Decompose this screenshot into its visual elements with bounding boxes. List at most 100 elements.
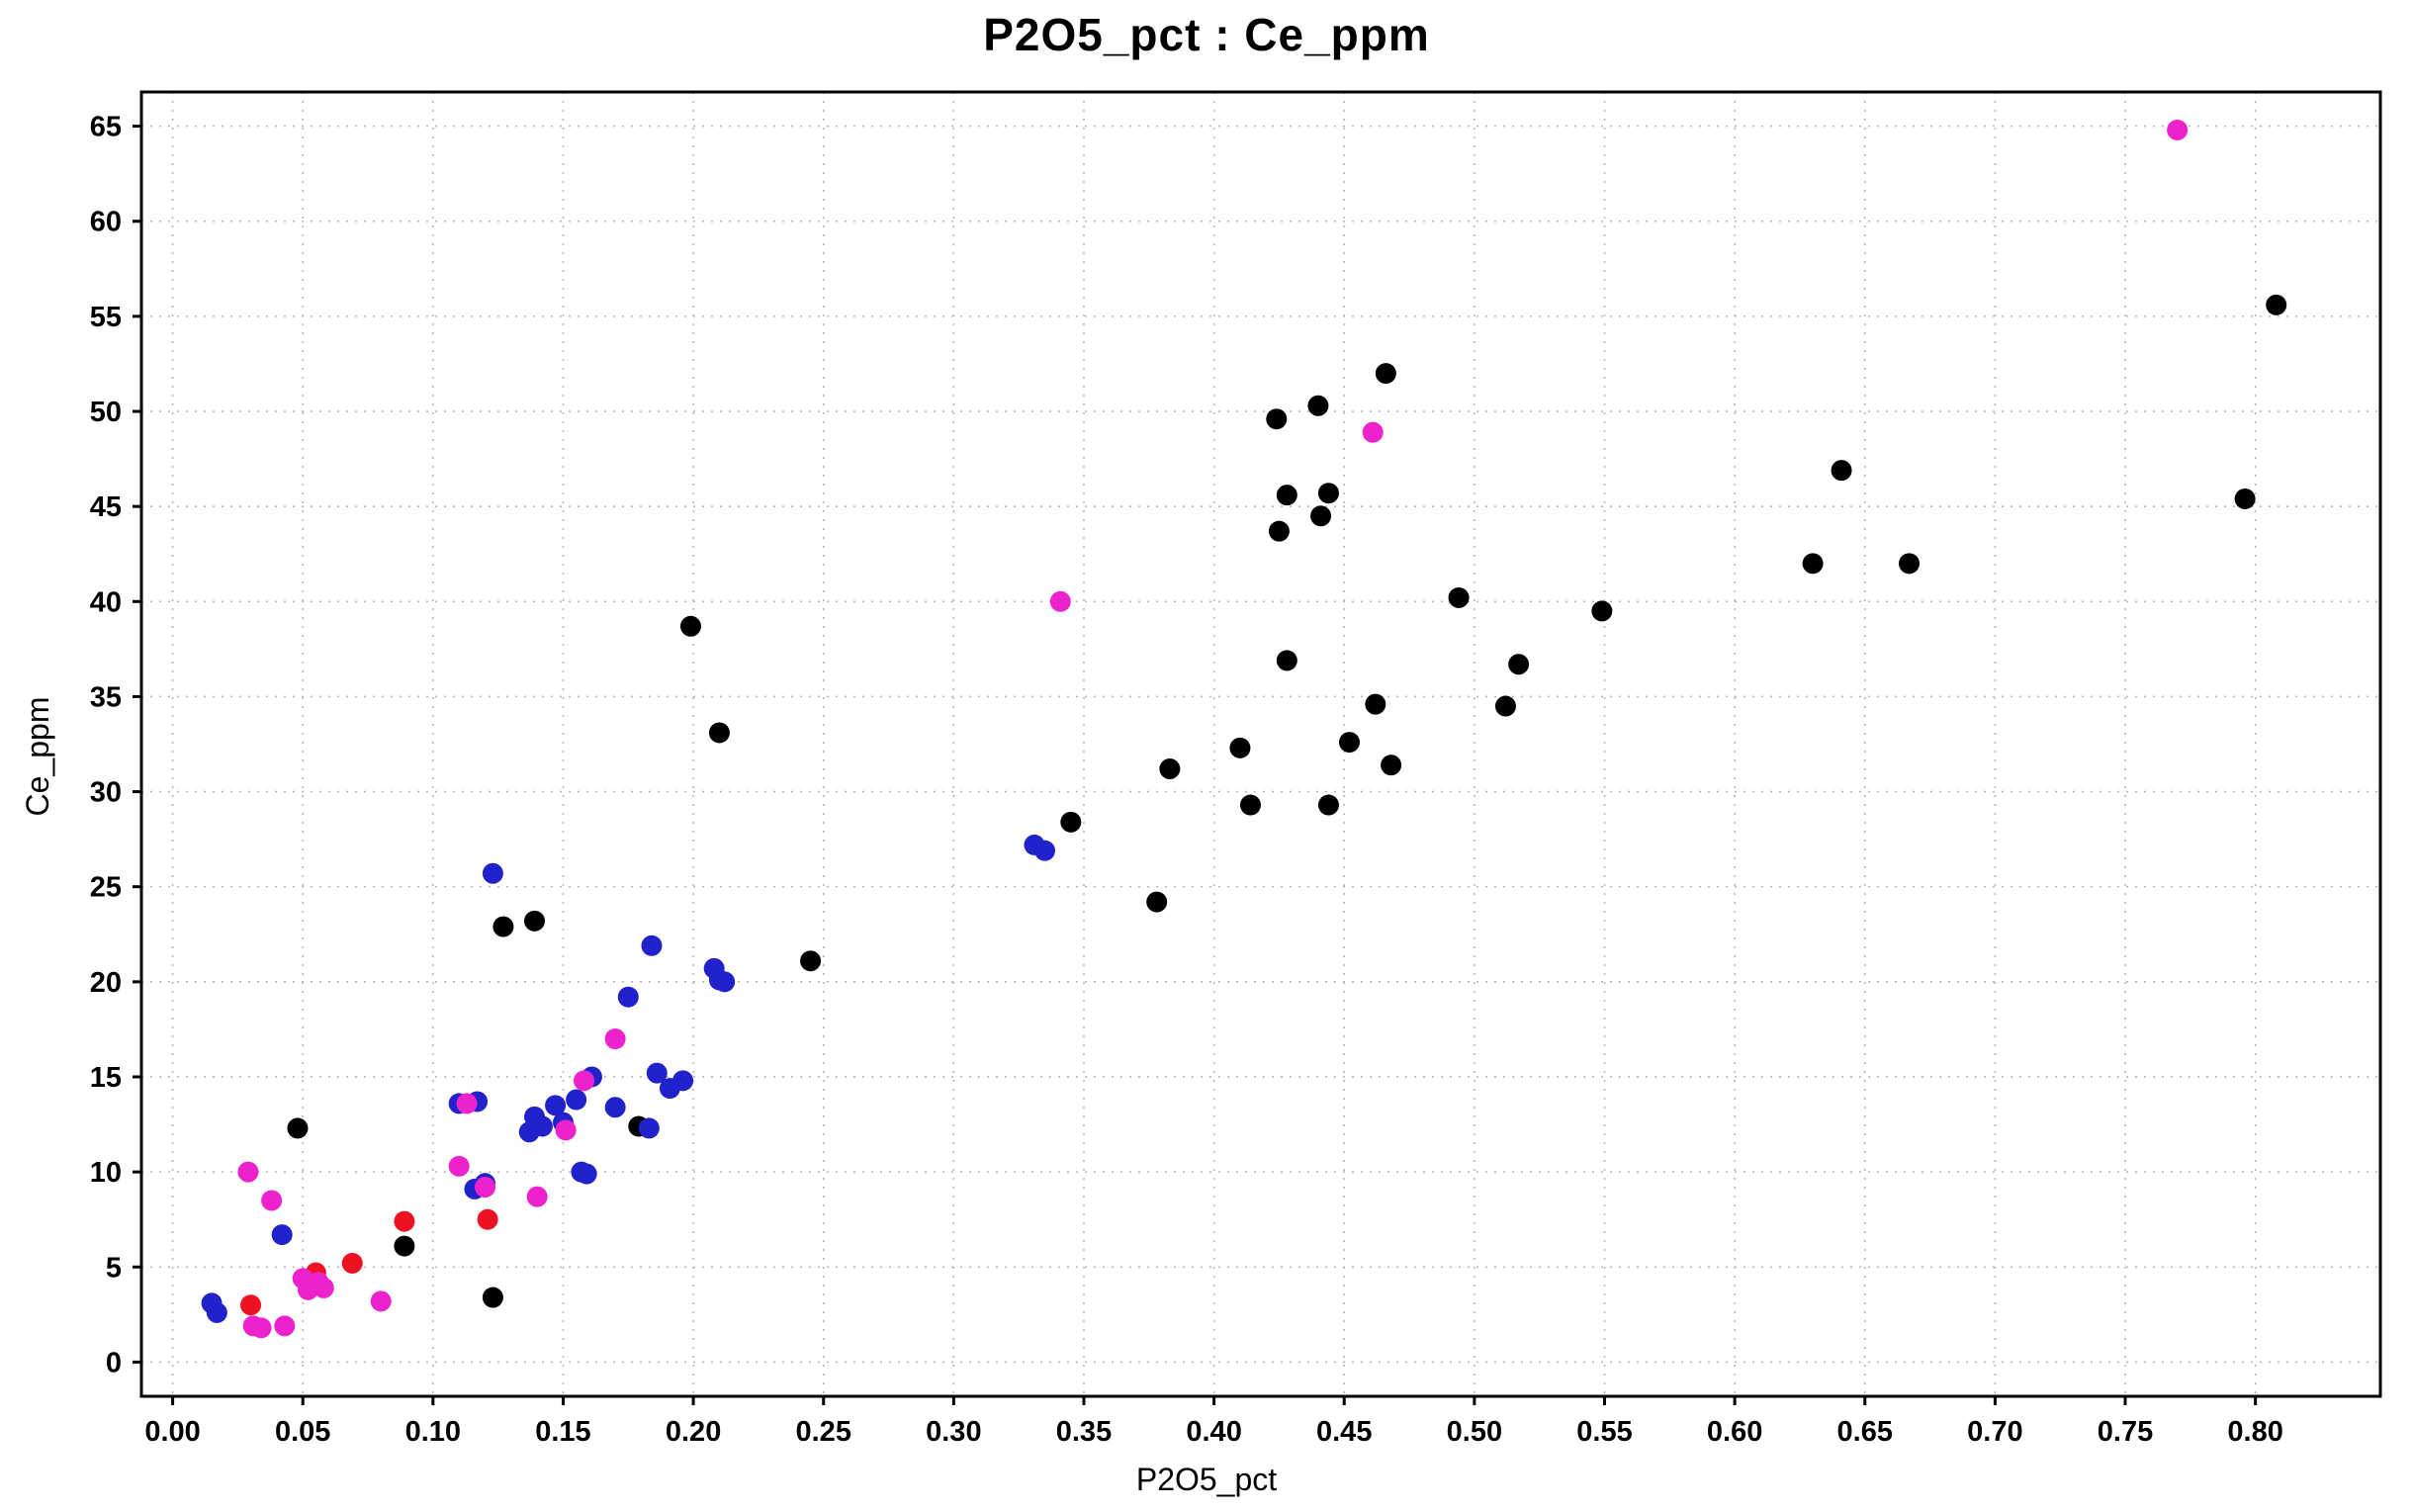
data-point — [474, 1176, 495, 1198]
x-tick-label: 0.75 — [2098, 1416, 2153, 1448]
data-point — [237, 1161, 259, 1183]
data-point — [482, 1287, 503, 1308]
data-point — [576, 1163, 597, 1185]
data-point — [1310, 505, 1332, 527]
data-point — [313, 1277, 334, 1298]
gridlines — [141, 92, 2380, 1396]
x-tick-label: 0.20 — [666, 1416, 721, 1448]
x-axis-label: P2O5_pct — [1135, 1462, 1278, 1497]
data-point — [1831, 460, 1852, 482]
data-point — [1317, 483, 1339, 504]
data-point — [1591, 600, 1613, 622]
data-point — [641, 934, 663, 956]
data-point — [394, 1210, 415, 1232]
data-point — [679, 615, 701, 637]
y-tick-label: 45 — [90, 491, 122, 523]
data-point — [2167, 119, 2189, 140]
data-point — [617, 986, 639, 1008]
data-point — [1375, 363, 1396, 385]
data-point — [477, 1208, 498, 1230]
data-point — [341, 1252, 363, 1274]
data-point — [1229, 737, 1251, 758]
x-tick-label: 0.00 — [144, 1416, 200, 1448]
data-point — [526, 1186, 548, 1207]
x-tick-label: 0.60 — [1707, 1416, 1762, 1448]
data-point — [646, 1062, 668, 1084]
data-point — [555, 1119, 577, 1141]
y-tick-label: 40 — [90, 586, 122, 618]
data-point — [800, 950, 822, 972]
series-blue — [201, 834, 1055, 1323]
x-tick-label: 0.25 — [796, 1416, 851, 1448]
plot-frame — [139, 90, 2382, 1398]
x-tick-label: 0.10 — [405, 1416, 461, 1448]
data-point — [1146, 891, 1168, 913]
x-tick-label: 0.55 — [1576, 1416, 1632, 1448]
data-point — [1381, 755, 1402, 776]
x-tick-label: 0.40 — [1186, 1416, 1241, 1448]
y-tick-label: 25 — [90, 872, 122, 904]
x-tick-label: 0.65 — [1837, 1416, 1893, 1448]
data-point — [1448, 586, 1470, 608]
data-point — [672, 1070, 694, 1092]
data-point — [638, 1117, 660, 1139]
data-point — [456, 1093, 478, 1114]
x-tick-label: 0.35 — [1056, 1416, 1112, 1448]
series-black — [287, 294, 2287, 1308]
data-point — [2266, 294, 2287, 315]
y-tick-label: 50 — [90, 397, 122, 428]
data-point — [1266, 408, 1288, 430]
data-point — [1276, 485, 1297, 506]
y-tick-label: 60 — [90, 207, 122, 238]
data-point — [566, 1089, 587, 1111]
data-point — [1276, 650, 1297, 671]
data-point — [1033, 840, 1055, 861]
data-point — [274, 1315, 296, 1337]
data-point — [370, 1290, 392, 1312]
data-point — [531, 1115, 553, 1137]
data-point — [604, 1097, 626, 1118]
data-point — [545, 1095, 567, 1116]
y-tick-label: 55 — [90, 302, 122, 333]
x-tick-label: 0.30 — [926, 1416, 981, 1448]
data-point — [1239, 794, 1261, 816]
data-point — [240, 1294, 262, 1316]
data-point — [287, 1117, 309, 1139]
data-point — [1060, 811, 1082, 833]
data-point — [1049, 590, 1071, 612]
axis-ticks: 0.00 0.05 0.10 0.15 0.20 0.25 0.30 0.35 0.40 0.45… — [90, 112, 2283, 1448]
data-point — [1802, 553, 1824, 575]
data-point — [1362, 421, 1384, 443]
x-tick-label: 0.50 — [1447, 1416, 1502, 1448]
x-tick-label: 0.05 — [275, 1416, 330, 1448]
data-point — [1159, 757, 1181, 779]
data-point — [1494, 695, 1516, 717]
data-point — [492, 916, 514, 937]
x-tick-label: 0.45 — [1316, 1416, 1372, 1448]
y-tick-label: 5 — [106, 1252, 122, 1284]
data-point — [271, 1224, 293, 1246]
data-point — [250, 1317, 272, 1339]
data-point — [524, 910, 546, 932]
y-tick-label: 10 — [90, 1157, 122, 1189]
data-point — [482, 862, 503, 884]
data-point — [1365, 693, 1386, 715]
y-tick-label: 30 — [90, 777, 122, 809]
data-point — [714, 971, 736, 993]
y-tick-label: 65 — [90, 112, 122, 143]
data-point — [2234, 488, 2256, 509]
data-point — [1317, 794, 1339, 816]
y-tick-label: 15 — [90, 1062, 122, 1094]
chart-title: P2O5_pct : Ce_ppm — [983, 9, 1430, 60]
x-tick-label: 0.70 — [1967, 1416, 2022, 1448]
data-point — [1899, 553, 1921, 575]
data-point — [1268, 520, 1290, 542]
data-point — [1339, 732, 1361, 754]
x-tick-label: 0.15 — [535, 1416, 590, 1448]
data-point — [708, 722, 730, 744]
data-point — [1307, 395, 1329, 416]
data-point — [394, 1235, 415, 1257]
data-point — [574, 1070, 595, 1092]
